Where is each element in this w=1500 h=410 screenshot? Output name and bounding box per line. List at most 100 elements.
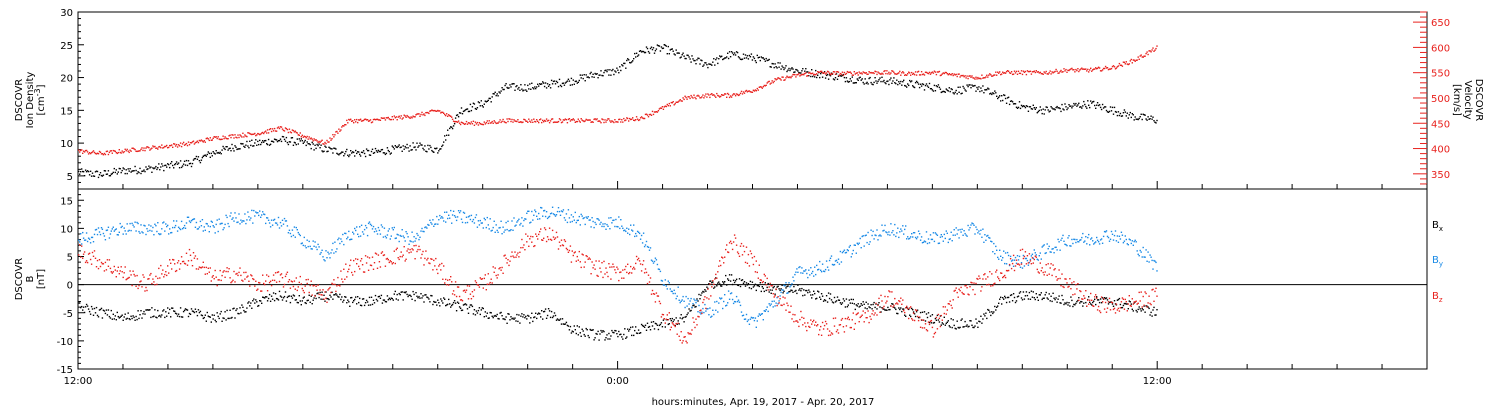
- data-point: [432, 269, 434, 271]
- data-point: [638, 119, 641, 121]
- data-point: [495, 94, 497, 97]
- data-point: [848, 299, 850, 301]
- data-point: [809, 72, 811, 74]
- data-point: [442, 302, 444, 304]
- data-point: [784, 67, 786, 69]
- data-point: [315, 147, 317, 150]
- data-point: [602, 75, 604, 77]
- data-point: [676, 101, 678, 103]
- data-point: [933, 321, 936, 324]
- data-point: [577, 219, 579, 221]
- data-point: [552, 236, 555, 238]
- data-point: [110, 230, 112, 232]
- data-point: [948, 238, 950, 241]
- data-point: [1093, 300, 1095, 302]
- data-point: [1019, 291, 1022, 293]
- data-point: [345, 232, 347, 235]
- data-point: [521, 121, 523, 124]
- data-point: [754, 317, 757, 319]
- data-point: [746, 320, 749, 323]
- data-point: [972, 77, 974, 79]
- data-point: [780, 288, 782, 290]
- data-point: [543, 311, 545, 313]
- data-point: [1079, 239, 1081, 241]
- data-point: [978, 77, 980, 80]
- data-point: [134, 148, 136, 151]
- data-point: [762, 287, 764, 290]
- data-point: [959, 86, 961, 88]
- data-point: [212, 151, 214, 153]
- data-point: [479, 277, 481, 279]
- data-point: [451, 118, 454, 120]
- data-point: [764, 60, 766, 62]
- data-point: [86, 151, 89, 153]
- data-point: [206, 223, 208, 225]
- data-point: [904, 84, 906, 87]
- data-point: [175, 161, 178, 163]
- data-point: [464, 291, 467, 293]
- data-point: [282, 223, 285, 225]
- data-point: [178, 145, 181, 147]
- data-point: [727, 57, 730, 60]
- data-point: [669, 105, 671, 107]
- data-point: [455, 310, 458, 312]
- data-point: [786, 292, 788, 294]
- data-point: [288, 295, 291, 297]
- data-point: [144, 149, 146, 152]
- data-point: [235, 273, 237, 275]
- data-point: [955, 73, 957, 76]
- data-point: [296, 289, 298, 292]
- data-point: [1135, 118, 1137, 120]
- data-point: [653, 111, 656, 113]
- data-point: [183, 224, 186, 227]
- data-point: [1020, 104, 1023, 107]
- data-point: [914, 71, 917, 73]
- data-point: [174, 145, 177, 147]
- data-point: [362, 150, 365, 152]
- data-point: [1057, 298, 1059, 300]
- data-point: [815, 69, 817, 72]
- data-point: [939, 74, 942, 77]
- data-point: [785, 77, 787, 79]
- data-point: [793, 285, 795, 288]
- data-point: [1089, 244, 1091, 246]
- data-point: [260, 133, 262, 135]
- data-point: [706, 308, 708, 310]
- data-point: [484, 100, 486, 102]
- data-point: [414, 258, 416, 260]
- data-point: [875, 80, 877, 82]
- data-point: [668, 282, 670, 284]
- data-point: [177, 260, 180, 262]
- data-point: [993, 74, 995, 76]
- data-point: [586, 119, 588, 121]
- data-point: [1109, 106, 1112, 108]
- data-point: [326, 257, 328, 259]
- data-point: [1103, 106, 1106, 108]
- data-point: [335, 131, 337, 133]
- data-point: [450, 209, 452, 212]
- data-point: [322, 143, 324, 145]
- data-point: [389, 238, 391, 240]
- data-point: [410, 240, 412, 243]
- data-point: [763, 84, 765, 87]
- data-point: [418, 238, 420, 241]
- data-point: [1119, 64, 1122, 66]
- data-point: [1014, 256, 1017, 259]
- data-point: [1123, 240, 1126, 242]
- data-point: [797, 271, 799, 273]
- data-point: [681, 299, 683, 301]
- data-point: [95, 228, 98, 231]
- data-point: [971, 324, 973, 326]
- data-point: [521, 88, 523, 90]
- data-point: [520, 247, 522, 249]
- data-point: [452, 210, 455, 212]
- data-point: [431, 149, 433, 152]
- data-point: [86, 261, 89, 264]
- data-point: [533, 245, 535, 248]
- data-point: [749, 56, 752, 58]
- data-point: [882, 80, 884, 83]
- data-point: [772, 63, 774, 65]
- data-point: [733, 300, 736, 303]
- data-point: [601, 225, 603, 228]
- data-point: [334, 294, 336, 296]
